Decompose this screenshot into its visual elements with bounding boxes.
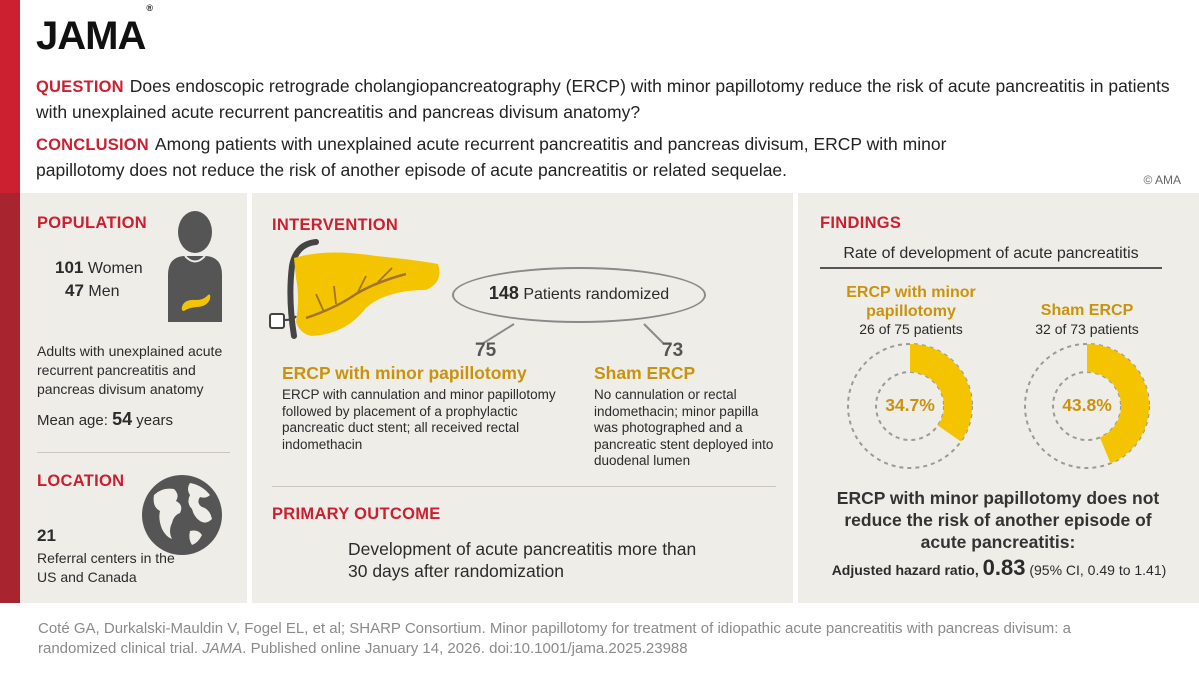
findings-title: FINDINGS — [820, 214, 902, 232]
question-text: Does endoscopic retrograde cholangiopanc… — [36, 76, 1170, 122]
person-icon — [168, 211, 222, 322]
question-label: QUESTION — [36, 78, 124, 96]
arm2-description: No cannulation or rectal indomethacin; m… — [594, 387, 774, 468]
hr-label: Adjusted hazard ratio, — [831, 562, 979, 578]
citation-part1: Coté GA, Durkalski-Mauldin V, Fogel EL, … — [38, 620, 1071, 657]
mean-age: Mean age: 54 years — [37, 409, 173, 430]
hr-value: 0.83 — [982, 555, 1026, 580]
location-count: 21 — [37, 526, 56, 545]
question: QUESTION Does endoscopic retrograde chola… — [36, 74, 1176, 125]
group1-donut — [847, 343, 973, 469]
conclusion: CONCLUSION Among patients with unexplaine… — [36, 132, 996, 183]
randomized-ellipse — [452, 267, 706, 323]
panel-gap-2 — [793, 193, 798, 603]
group1-detail: 26 of 75 patients — [859, 321, 963, 337]
group1-pct: 34.7% — [885, 395, 935, 415]
hr-ci: (95% CI, 0.49 to 1.41) — [1029, 562, 1167, 578]
group2-detail: 32 of 73 patients — [1035, 321, 1139, 337]
arm2-name: Sham ERCP — [594, 363, 696, 383]
randomized-count: 148 — [488, 283, 519, 303]
group2-name: Sham ERCP — [1040, 302, 1134, 319]
men-label: Men — [88, 283, 120, 300]
hazard-ratio: Adjusted hazard ratio, 0.83 (95% CI, 0.4… — [814, 555, 1184, 581]
group1-name: ERCP with minor papillotomy — [846, 284, 976, 320]
population-description: Adults with unexplained acute recurrent … — [37, 343, 223, 397]
location-title: LOCATION — [37, 472, 125, 490]
randomized: 148 Patients randomized — [452, 283, 706, 304]
panel-gap-1 — [247, 193, 252, 603]
intervention-divider — [272, 486, 776, 487]
primary-outcome-title: PRIMARY OUTCOME — [272, 505, 441, 523]
men-stat: 47 Men — [65, 281, 120, 301]
citation: Coté GA, Durkalski-Mauldin V, Fogel EL, … — [38, 619, 1078, 659]
location-description: Referral centers in the US and Canada — [37, 550, 175, 585]
primary-outcome-text: Development of acute pancreatitis more t… — [348, 539, 697, 581]
randomization-branches — [481, 323, 665, 345]
conclusion-label: CONCLUSION — [36, 136, 149, 154]
arm1-name: ERCP with minor papillotomy — [282, 363, 527, 383]
findings-subtitle: Rate of development of acute pancreatiti… — [843, 245, 1139, 262]
findings-summary: ERCP with minor papillotomy does not red… — [836, 488, 1160, 552]
men-count: 47 — [65, 281, 84, 300]
group1-donut-slice — [910, 344, 972, 442]
randomized-label: Patients randomized — [523, 286, 670, 303]
conclusion-text: Among patients with unexplained acute re… — [36, 134, 947, 180]
pancreas-icon — [181, 294, 211, 311]
group2-pct: 43.8% — [1062, 395, 1112, 415]
arm2-n: 73 — [662, 340, 684, 361]
women-count: 101 — [55, 258, 84, 277]
globe-icon — [142, 475, 222, 555]
mean-age-unit: years — [136, 412, 173, 429]
jama-logo: JAMA® — [36, 2, 153, 58]
endoscope-icon — [269, 239, 440, 339]
citation-part2: . Published online January 14, 2026. doi… — [242, 640, 688, 657]
population-title: POPULATION — [37, 214, 147, 232]
citation-journal: JAMA — [202, 640, 243, 657]
mean-age-value: 54 — [112, 409, 133, 429]
arm1-description: ERCP with cannulation and minor papillot… — [282, 387, 556, 452]
copyright: © AMA — [1143, 173, 1181, 187]
women-label: Women — [87, 260, 143, 277]
population-divider — [37, 452, 230, 453]
intervention-title: INTERVENTION — [272, 216, 399, 234]
accent-bar-middle — [0, 193, 20, 603]
findings-subtitle-rule — [820, 267, 1162, 269]
women-stat: 101 Women — [55, 258, 143, 278]
accent-bar-top — [0, 0, 20, 193]
mean-age-label: Mean age: — [37, 412, 108, 429]
group2-donut-slice — [1087, 344, 1149, 464]
arm1-n: 75 — [475, 340, 497, 361]
group2-donut — [1024, 343, 1150, 469]
